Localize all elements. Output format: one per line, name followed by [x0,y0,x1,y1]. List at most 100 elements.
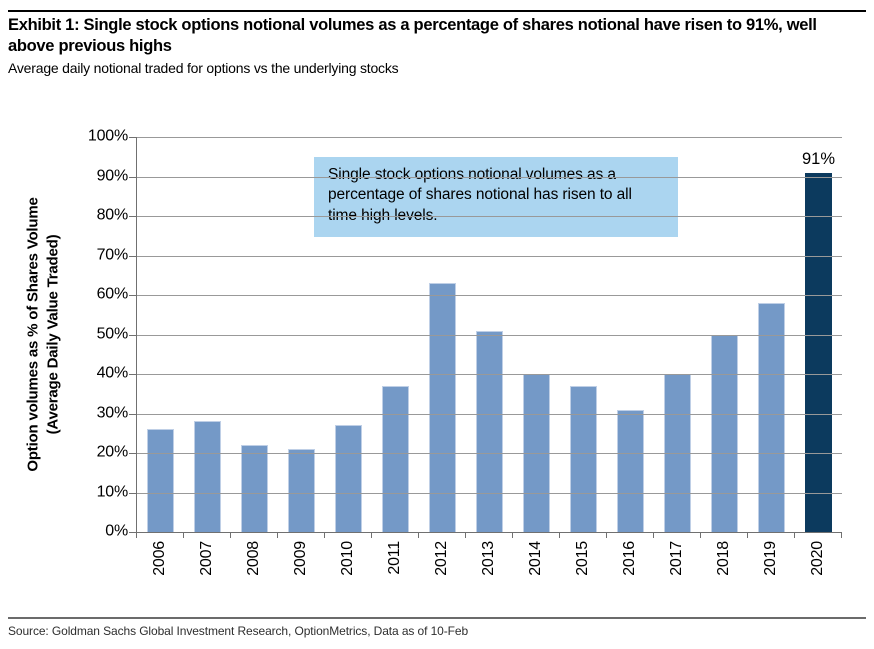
x-axis-label-2013: 2013 [479,541,497,576]
x-axis-tick [841,533,842,538]
x-label-slot: 2011 [371,541,418,599]
x-label-slot: 2009 [277,541,324,599]
x-axis-tick [559,533,560,538]
x-axis-labels: 2006 2007 2008 2009 2010 2011 2012 2013 2014 2015… [136,541,841,599]
bar-2016 [617,409,644,532]
x-axis-tick [465,533,466,538]
x-axis-tick [277,533,278,538]
bar-2010 [335,425,362,532]
bars [137,137,842,532]
y-tick-label: 0% [105,522,128,540]
x-axis-label-2019: 2019 [761,541,779,576]
y-axis-tick [129,295,137,296]
x-axis-label-2008: 2008 [244,541,262,576]
x-axis-tick [324,533,325,538]
y-tick-labels: 0% 10% 20% 30% 40% 50% 60% 70% 80% 90% 100% [50,128,129,540]
y-axis-tick [129,137,137,138]
y-axis-tick [129,413,137,415]
bar-2006 [147,429,174,532]
x-axis-label-2020: 2020 [808,541,826,576]
x-axis-tick [418,533,419,538]
x-axis-tick [653,533,654,538]
x-label-slot: 2010 [324,541,371,599]
x-axis-label-2009: 2009 [291,541,309,576]
x-label-slot: 2018 [700,541,747,599]
gridline [137,413,842,415]
x-label-slot: 2016 [606,541,653,599]
x-ticks [136,533,842,538]
bar-2019 [758,302,785,532]
y-axis-tick [129,532,137,533]
bar-2007 [194,421,221,532]
y-tick-label: 70% [96,246,129,264]
bottom-rule [8,617,866,619]
bar-slot [466,137,513,532]
y-axis-tick [129,492,137,494]
x-label-slot: 2006 [136,541,183,599]
y-tick-label: 30% [96,404,129,422]
y-tick-label: 50% [96,325,129,343]
y-tick-label: 20% [96,443,129,461]
bar-slot [701,137,748,532]
y-tick-label: 60% [96,285,129,303]
x-axis-tick [700,533,701,538]
y-tick-label: 10% [96,483,129,501]
gridline [137,295,842,296]
bar-2015 [570,385,597,532]
x-label-slot: 2007 [183,541,230,599]
x-axis-tick [747,533,748,538]
y-axis-tick [129,374,137,375]
highlight-value-label: 91% [801,149,836,168]
x-axis-tick [794,533,795,538]
y-tick-label: 100% [87,127,128,145]
x-axis-label-2010: 2010 [338,541,356,576]
x-axis-label-2018: 2018 [714,541,732,576]
gridline [137,453,842,454]
x-axis-tick [371,533,372,538]
bar-2018 [711,334,738,532]
bar-slot [325,137,372,532]
x-axis-label-2011: 2011 [385,541,403,575]
bar-2011 [382,385,409,532]
bar-slot [184,137,231,532]
gridline [137,334,842,336]
exhibit-title: Exhibit 1: Single stock options notional… [8,16,817,56]
bar-slot [231,137,278,532]
gridline [137,255,842,257]
bar-2008 [241,445,268,532]
x-label-slot: 2012 [418,541,465,599]
annotation-box: Single stock options notional volumes as… [314,157,678,237]
gridline [137,137,842,138]
x-axis-tick [512,533,513,538]
bar-2020 [805,172,832,532]
gridline [137,492,842,494]
bar-2012 [429,283,456,532]
bar-slot [278,137,325,532]
x-label-slot: 2015 [559,541,606,599]
x-label-slot: 2020 [794,541,841,599]
y-axis-tick [129,453,137,454]
x-axis-tick [230,533,231,538]
gridline [137,176,842,178]
y-axis-tick [129,176,137,178]
gridline [137,374,842,375]
bar-slot [560,137,607,532]
bar-2009 [288,449,315,532]
bar-slot [795,137,842,532]
x-axis-tick [136,533,137,538]
x-axis-tick [606,533,607,538]
x-label-slot: 2008 [230,541,277,599]
x-axis-label-2017: 2017 [667,541,685,576]
x-label-slot: 2013 [465,541,512,599]
top-rule [8,10,866,12]
x-label-slot: 2014 [512,541,559,599]
y-axis-tick [129,334,137,336]
y-tick-label: 90% [96,167,129,185]
gridline [137,216,842,217]
y-axis-tick [129,216,137,217]
y-tick-label: 80% [96,206,129,224]
x-label-slot: 2017 [653,541,700,599]
x-axis-tick [183,533,184,538]
x-axis-label-2007: 2007 [197,541,215,576]
